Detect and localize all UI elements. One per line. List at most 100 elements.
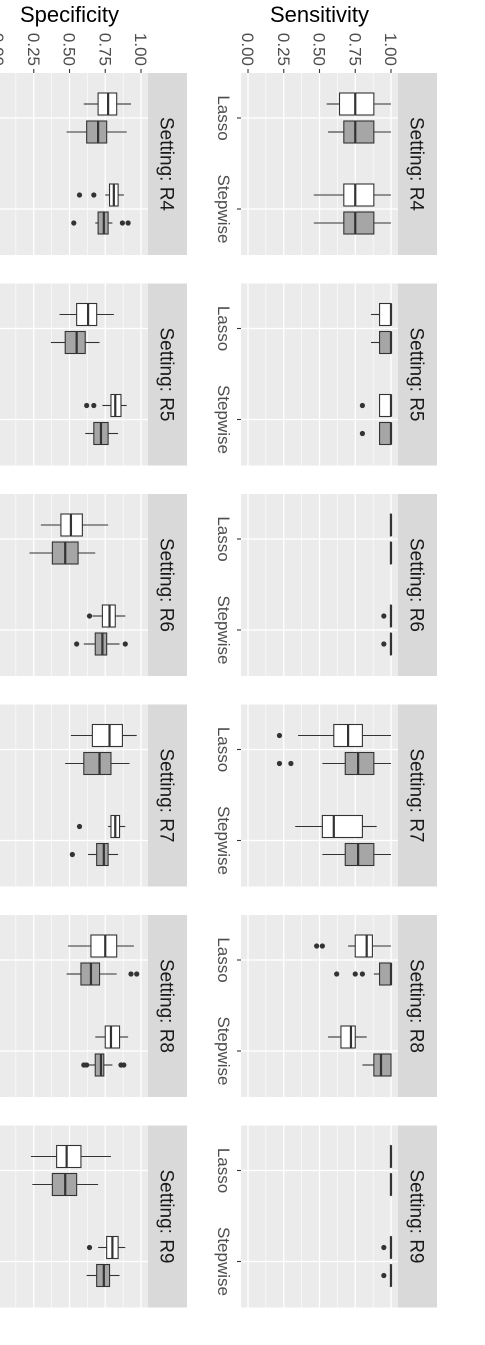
box-body <box>379 393 392 418</box>
x-tick-label: Stepwise <box>214 1017 233 1086</box>
facet-strip <box>148 494 187 676</box>
facet-strip <box>398 283 437 466</box>
outlier-point <box>84 1062 90 1068</box>
facet-strip <box>398 494 437 676</box>
x-tick-label: Lasso <box>214 306 233 351</box>
box-body <box>344 751 375 776</box>
outlier-point <box>119 220 126 226</box>
y-tick-label: 0.75 <box>95 33 114 66</box>
x-tick-label: Lasso <box>214 516 233 561</box>
facet-strip <box>398 73 437 255</box>
facet-strip-label: Setting: R6 <box>406 538 427 632</box>
outlier-point <box>359 971 365 977</box>
box-body <box>91 723 123 748</box>
outlier-point <box>122 641 128 647</box>
facet-strip <box>148 283 187 466</box>
box-body <box>94 1053 105 1077</box>
facet-panel <box>0 73 148 255</box>
facet-panel <box>0 283 148 466</box>
facet-strip-label: Setting: R8 <box>406 959 427 1053</box>
box-body <box>379 962 392 986</box>
outlier-point <box>76 823 83 830</box>
y-tick-label: 0.25 <box>274 33 293 66</box>
facet-panel <box>0 704 148 887</box>
y-tick-label: 0.25 <box>24 33 43 66</box>
box-body <box>86 120 108 144</box>
facet-strip-label: Setting: R9 <box>156 1170 177 1264</box>
x-tick-label: Stepwise <box>214 1227 233 1296</box>
box-body <box>379 330 392 355</box>
outlier-point <box>134 971 140 977</box>
outlier-point <box>276 732 283 739</box>
box-body <box>343 120 375 144</box>
box-body <box>354 934 373 958</box>
box-body <box>343 183 375 207</box>
x-tick-label: Lasso <box>214 95 233 140</box>
facet-strip-label: Setting: R5 <box>406 328 427 422</box>
box-body <box>94 632 108 656</box>
facet-strip <box>148 704 187 887</box>
y-tick-label: 0.00 <box>0 33 7 66</box>
y-tick-label: 1.00 <box>131 33 150 66</box>
outlier-point <box>125 220 131 226</box>
x-tick-label: Stepwise <box>214 806 233 875</box>
facet-panel <box>0 915 148 1097</box>
outlier-point <box>91 402 97 409</box>
outlier-point <box>352 971 358 977</box>
y-tick-label: 0.50 <box>60 33 79 66</box>
box-body <box>96 842 109 867</box>
outlier-point <box>359 402 365 409</box>
y-tick-label: 0.00 <box>238 33 257 66</box>
outlier-point <box>121 1062 127 1068</box>
x-tick-label: Lasso <box>214 727 233 772</box>
y-tick-label: 0.75 <box>345 33 364 66</box>
facet-strip <box>148 1125 187 1308</box>
facet-strip <box>398 1125 437 1308</box>
box-body <box>321 814 363 839</box>
x-tick-label: Lasso <box>214 937 233 982</box>
box-body <box>90 934 118 958</box>
facet-strip-label: Setting: R6 <box>156 538 177 632</box>
outlier-point <box>74 641 80 647</box>
box-body <box>338 92 375 116</box>
outlier-point <box>71 220 77 226</box>
facet-strip-label: Setting: R7 <box>406 749 427 843</box>
x-tick-label: Stepwise <box>214 385 233 454</box>
facet-strip-label: Setting: R7 <box>156 749 177 843</box>
y-axis-title: Specificity <box>20 2 119 27</box>
box-body <box>343 211 375 235</box>
facet-strip-label: Setting: R9 <box>406 1170 427 1264</box>
facet-strip-label: Setting: R4 <box>156 117 177 211</box>
box-body <box>76 302 98 327</box>
box-body <box>379 302 392 327</box>
outlier-point <box>276 760 283 767</box>
x-tick-label: Stepwise <box>214 175 233 244</box>
y-axis-title: Sensitivity <box>270 2 369 27</box>
box-body <box>104 1025 121 1049</box>
outlier-point <box>319 943 325 949</box>
facet-strip-label: Setting: R4 <box>406 117 427 211</box>
outlier-point <box>86 613 93 619</box>
facet-strip <box>148 915 187 1097</box>
box-body <box>344 842 375 867</box>
outlier-point <box>314 943 320 949</box>
outlier-point <box>86 1244 93 1251</box>
outlier-point <box>381 1272 387 1279</box>
x-tick-label: Stepwise <box>214 596 233 665</box>
facet-strip <box>398 915 437 1097</box>
box-body <box>56 1144 82 1169</box>
outlier-point <box>288 760 294 767</box>
outlier-point <box>381 613 387 619</box>
outlier-point <box>334 971 340 977</box>
x-tick-label: Lasso <box>214 1148 233 1193</box>
facet-strip <box>398 704 437 887</box>
box-body <box>83 751 112 776</box>
outlier-point <box>84 402 90 409</box>
facet-strip-label: Setting: R8 <box>156 959 177 1053</box>
box-body <box>64 330 86 355</box>
y-tick-label: 0.50 <box>310 33 329 66</box>
outlier-point <box>359 430 365 437</box>
outlier-point <box>381 641 387 647</box>
